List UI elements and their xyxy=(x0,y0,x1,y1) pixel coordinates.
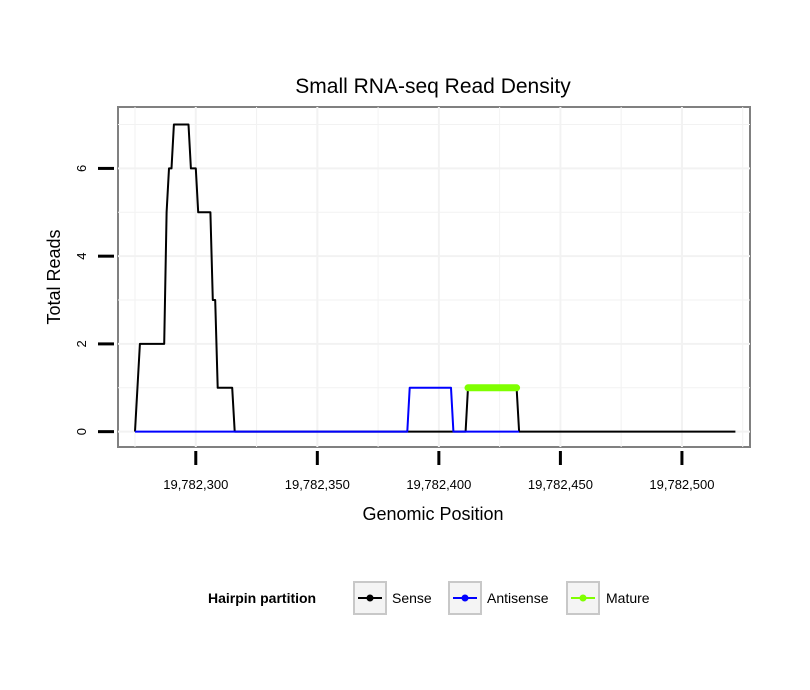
series-layer xyxy=(134,123,736,433)
x-tick-label: 19,782,400 xyxy=(406,477,471,492)
series-line-sense xyxy=(134,123,736,433)
x-axis-title: Genomic Position xyxy=(362,504,503,524)
x-tick-label: 19,782,350 xyxy=(285,477,350,492)
x-tick-label: 19,782,300 xyxy=(163,477,228,492)
legend-title: Hairpin partition xyxy=(208,590,316,606)
legend-item-mature: Mature xyxy=(566,581,650,615)
legend-label-antisense: Antisense xyxy=(487,590,549,606)
chart-title: Small RNA-seq Read Density xyxy=(295,75,571,98)
y-tick-label: 2 xyxy=(74,340,89,347)
x-tick-label: 19,782,500 xyxy=(649,477,714,492)
y-tick-label: 0 xyxy=(74,428,89,435)
y-axis-ticks: 0 2 4 6 xyxy=(74,165,114,435)
series-line-antisense xyxy=(135,386,520,433)
x-axis-ticks: 19,782,300 19,782,350 19,782,400 19,782,450… xyxy=(163,451,714,492)
legend-item-antisense: Antisense xyxy=(448,581,549,615)
y-tick-label: 6 xyxy=(74,165,89,172)
x-tick-label: 19,782,450 xyxy=(528,477,593,492)
legend-dot-sense xyxy=(366,594,374,602)
legend-label-sense: Sense xyxy=(392,590,432,606)
legend-dot-antisense xyxy=(461,594,469,602)
legend-label-mature: Mature xyxy=(606,590,650,606)
y-tick-label: 4 xyxy=(74,253,89,260)
y-axis-title: Total Reads xyxy=(44,229,64,324)
legend: Hairpin partition Sense Antisense Mature xyxy=(208,581,650,615)
legend-dot-mature xyxy=(579,594,587,602)
plot-panel xyxy=(117,106,751,448)
legend-item-sense: Sense xyxy=(353,581,432,615)
